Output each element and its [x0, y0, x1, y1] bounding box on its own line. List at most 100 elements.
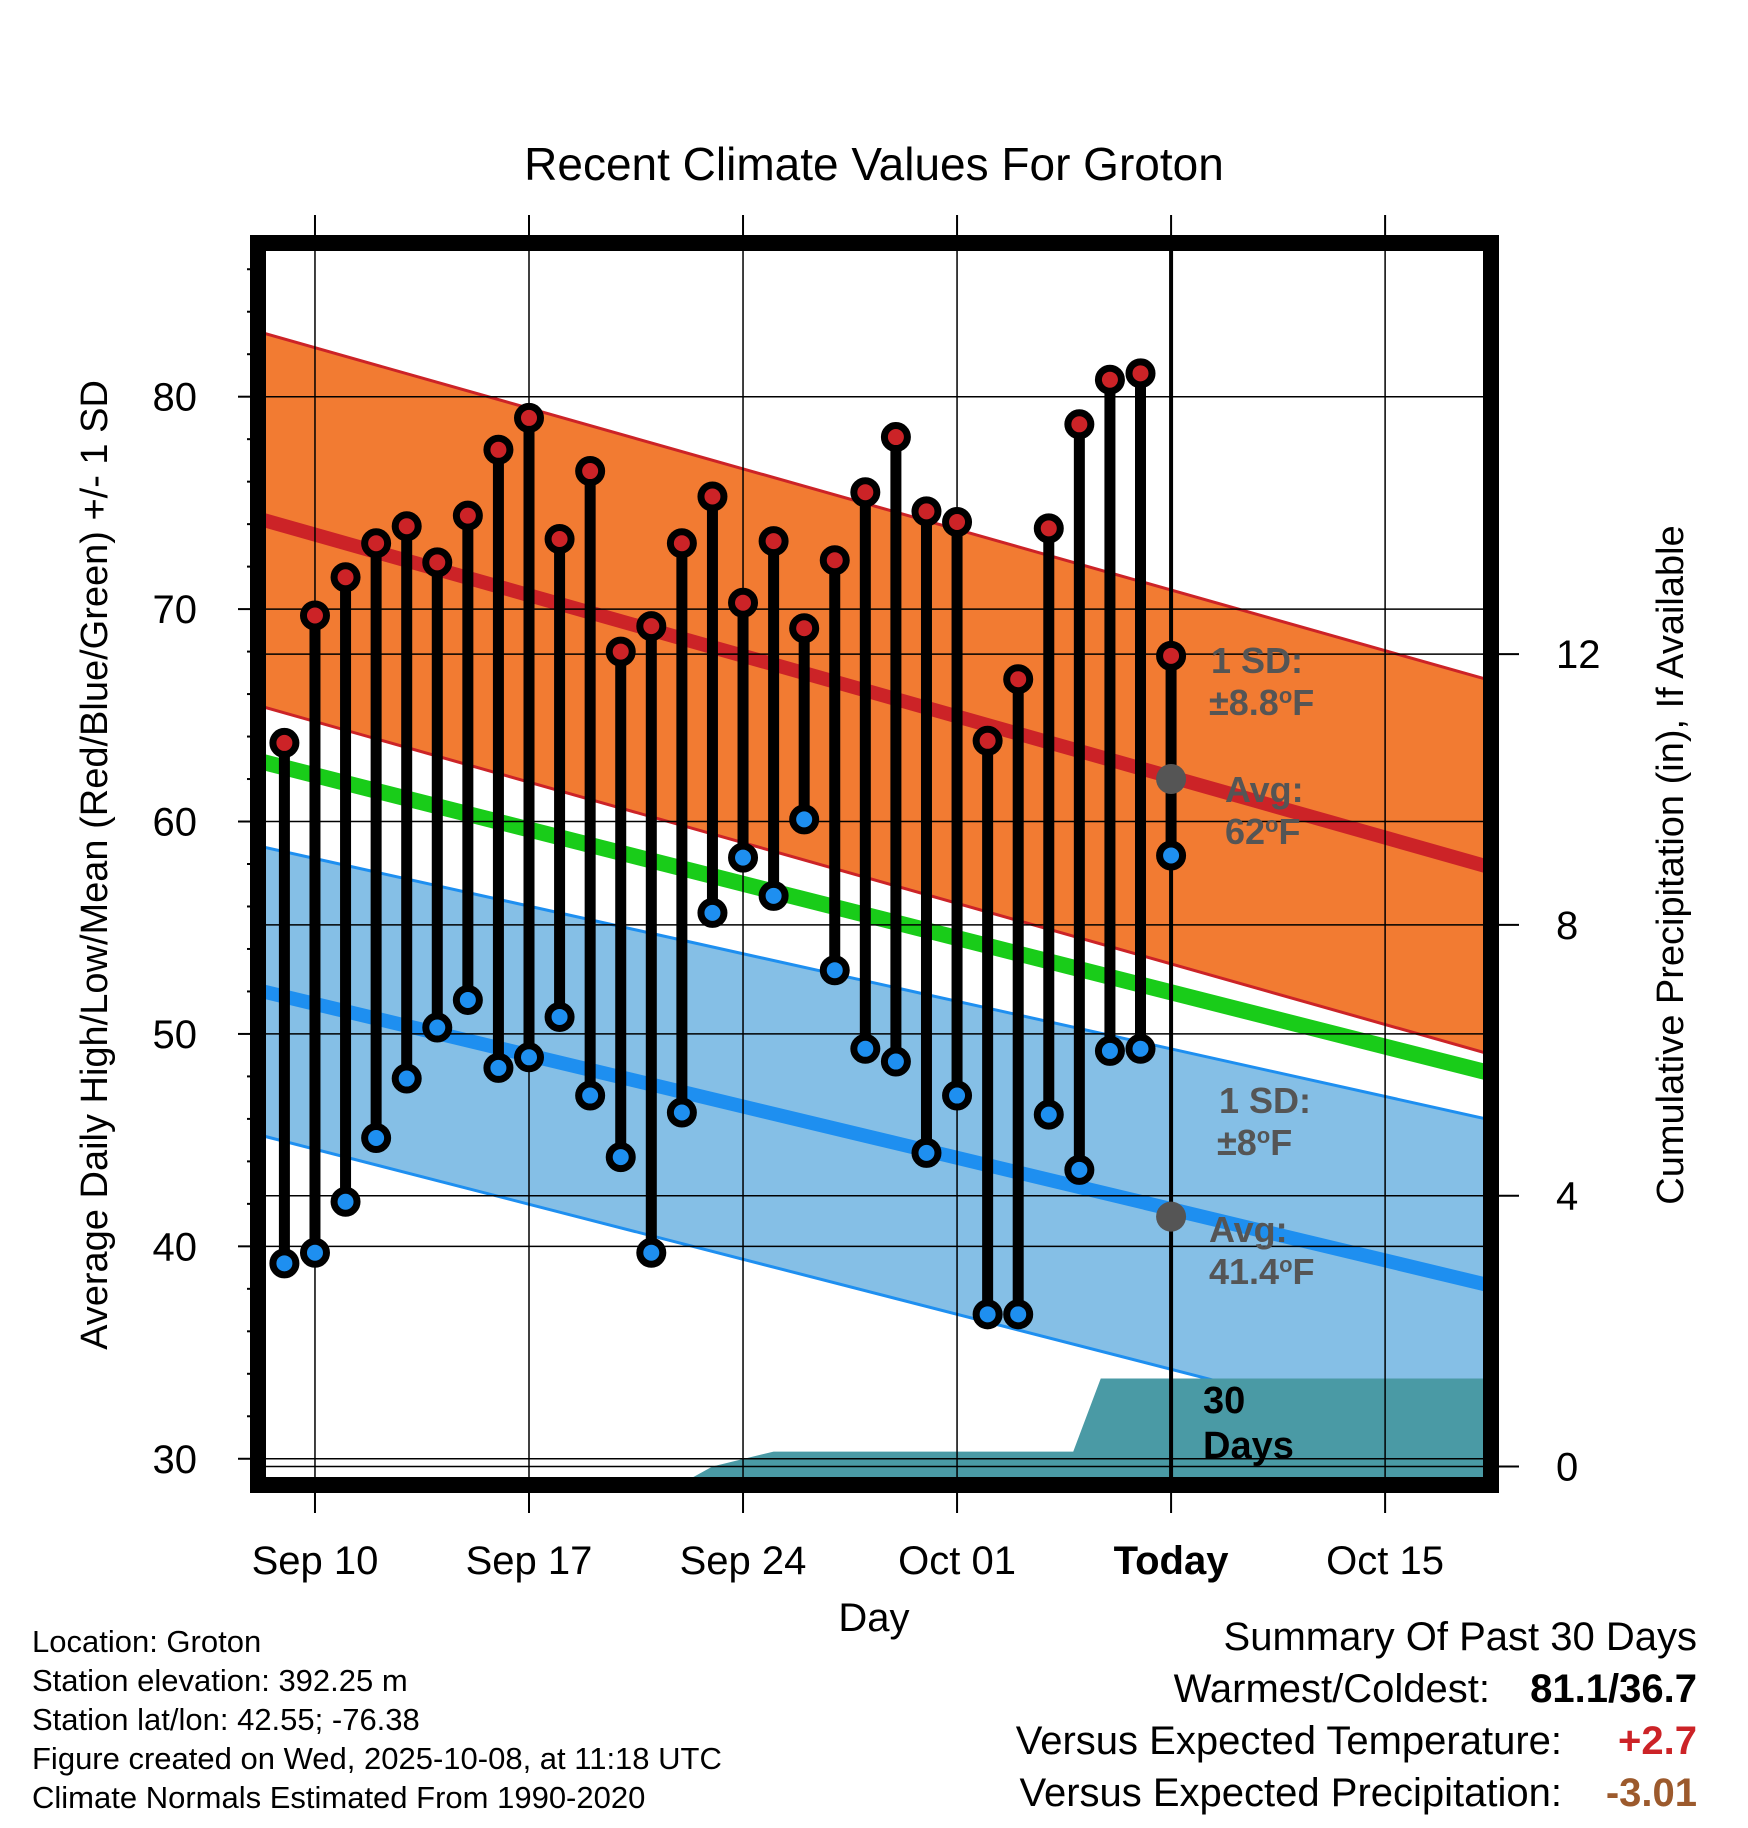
daily-low-point — [880, 1046, 911, 1077]
daily-high-point — [483, 434, 514, 465]
daily-low-point — [544, 1001, 575, 1032]
y2-tick-label: 0 — [1556, 1445, 1578, 1489]
summary-warmest-value: 81.1/36.7 — [1530, 1667, 1697, 1711]
daily-high-point — [299, 600, 330, 631]
daily-low-point — [514, 1042, 545, 1073]
y2-tick-label: 4 — [1556, 1175, 1578, 1219]
info-created: Figure created on Wed, 2025-10-08, at 11… — [32, 1741, 722, 1776]
daily-low-point — [1125, 1033, 1156, 1064]
today-low-avg-point — [1156, 1201, 1187, 1232]
daily-low-point — [789, 804, 820, 835]
daily-low-point — [1064, 1154, 1095, 1185]
daily-low-point — [972, 1299, 1003, 1330]
summary-warmest-label: Warmest/Coldest: — [1174, 1667, 1490, 1711]
daily-high-point — [880, 422, 911, 453]
x-axis-label: Day — [838, 1596, 909, 1640]
daily-high-point — [1064, 409, 1095, 440]
daily-high-point — [697, 481, 728, 512]
daily-low-point — [942, 1080, 973, 1111]
daily-low-point — [911, 1137, 942, 1168]
info-location: Location: Groton — [32, 1624, 261, 1659]
plot-frame — [250, 235, 1499, 1493]
summary-precip-label: Versus Expected Precipitation: — [1019, 1771, 1562, 1815]
daily-markers — [269, 358, 1187, 1330]
daily-high-point — [728, 587, 759, 618]
y-tick-label: 40 — [153, 1225, 198, 1269]
summary-temp-label: Versus Expected Temperature: — [1016, 1719, 1562, 1763]
daily-low-point — [269, 1248, 300, 1279]
daily-low-point — [299, 1237, 330, 1268]
y-tick-label: 70 — [153, 588, 198, 632]
x-tick-label: Oct 01 — [898, 1539, 1016, 1583]
daily-high-point — [422, 547, 453, 578]
cumulative-precip-area — [687, 1378, 1486, 1480]
daily-high-point — [819, 545, 850, 576]
daily-low-point — [697, 897, 728, 928]
daily-low-point — [1003, 1299, 1034, 1330]
daily-high-point — [391, 511, 422, 542]
summary-temp-value: +2.7 — [1618, 1719, 1697, 1763]
daily-low-point — [819, 955, 850, 986]
info-elevation: Station elevation: 392.25 m — [32, 1663, 408, 1698]
daily-high-point — [942, 507, 973, 538]
daily-high-point — [1125, 358, 1156, 389]
daily-high-point — [330, 562, 361, 593]
info-normals: Climate Normals Estimated From 1990-2020 — [32, 1780, 645, 1815]
high-sd-value: ±8.8oF — [1209, 682, 1314, 723]
daily-high-point — [789, 613, 820, 644]
x-tick-label: Sep 10 — [252, 1539, 379, 1583]
daily-high-point — [1003, 664, 1034, 695]
daily-low-point — [666, 1097, 697, 1128]
x-tick-label: Today — [1114, 1539, 1230, 1583]
days-count: 30 — [1203, 1380, 1245, 1422]
daily-low-point — [361, 1123, 392, 1154]
normal-low-line — [263, 984, 1486, 1292]
daily-low-point — [422, 1012, 453, 1043]
summary-precip-value: -3.01 — [1606, 1771, 1697, 1815]
daily-high-point — [758, 526, 789, 557]
y-axis-label: Average Daily High/Low/Mean (Red/Blue/Gr… — [74, 380, 116, 1350]
daily-low-point — [575, 1080, 606, 1111]
daily-low-point — [728, 842, 759, 873]
daily-high-point — [972, 725, 1003, 756]
summary-panel: Summary Of Past 30 Days Warmest/Coldest:… — [1016, 1615, 1697, 1815]
plot-area — [263, 331, 1486, 1480]
daily-low-point — [758, 880, 789, 911]
daily-low-point — [483, 1052, 514, 1083]
daily-high-point — [1156, 640, 1187, 671]
daily-high-point — [269, 727, 300, 758]
daily-high-point — [514, 402, 545, 433]
daily-high-point — [1033, 513, 1064, 544]
today-high-avg-point — [1156, 764, 1187, 795]
daily-high-point — [636, 611, 667, 642]
x-tick-label: Sep 24 — [680, 1539, 807, 1583]
high-avg-value: 62oF — [1225, 811, 1301, 852]
y-tick-label: 60 — [153, 801, 198, 845]
y-tick-label: 50 — [153, 1013, 198, 1057]
high-avg-label: Avg: — [1225, 769, 1304, 810]
daily-low-point — [391, 1063, 422, 1094]
y2-tick-label: 8 — [1556, 904, 1578, 948]
axes: 30 40 50 60 70 80 0 4 8 12 Sep 10 Sep 17 Sep 24 Oct 0… — [153, 215, 1601, 1583]
daily-high-point — [544, 524, 575, 555]
daily-low-point — [330, 1186, 361, 1217]
x-tick-label: Oct 15 — [1326, 1539, 1444, 1583]
days-word: Days — [1203, 1425, 1294, 1467]
high-sd-label: 1 SD: — [1211, 640, 1303, 681]
daily-high-point — [605, 636, 636, 667]
low-sd-label: 1 SD: — [1219, 1080, 1311, 1121]
daily-high-point — [452, 500, 483, 531]
y-tick-label: 30 — [153, 1438, 198, 1482]
chart-title: Recent Climate Values For Groton — [524, 138, 1224, 190]
low-avg-label: Avg: — [1209, 1209, 1288, 1250]
daily-low-point — [1094, 1035, 1125, 1066]
low-sd-band — [263, 847, 1486, 1451]
daily-low-point — [850, 1033, 881, 1064]
daily-low-point — [636, 1237, 667, 1268]
daily-high-point — [911, 496, 942, 527]
daily-high-point — [666, 528, 697, 559]
high-sd-band-upper-edge — [263, 331, 1486, 681]
daily-high-point — [850, 477, 881, 508]
